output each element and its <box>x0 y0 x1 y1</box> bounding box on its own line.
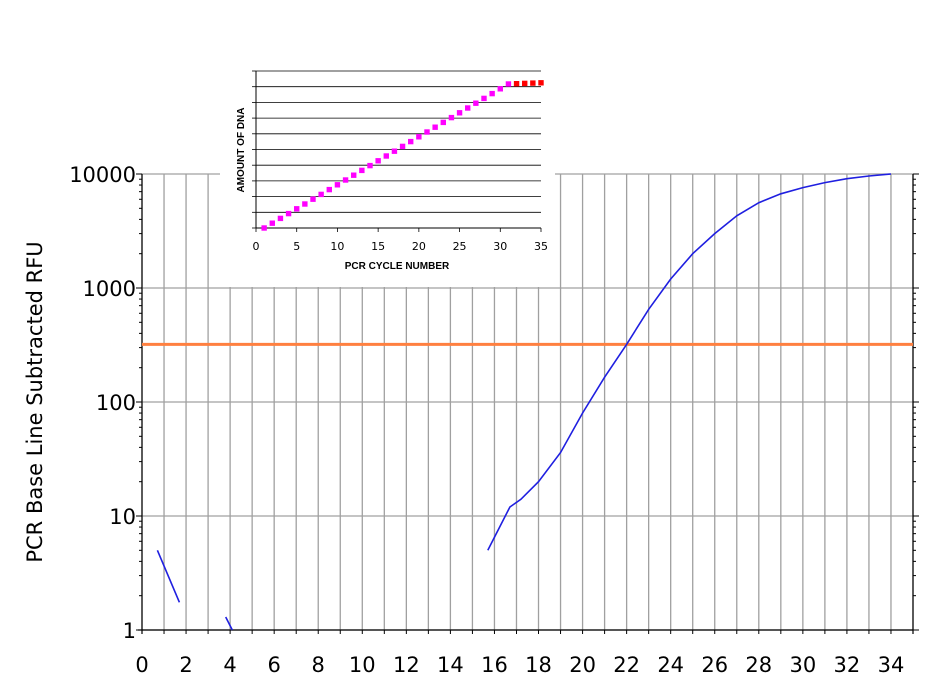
inset-data-point <box>530 80 536 86</box>
inset-data-point <box>359 167 365 174</box>
inset-data-point <box>310 196 316 202</box>
x-tick-label: 18 <box>525 653 552 677</box>
inset-data-point <box>416 134 422 140</box>
inset-data-point <box>285 210 292 217</box>
inset-x-tick-label: 0 <box>253 240 260 253</box>
inset-data-point <box>432 124 438 130</box>
amplification-curve-segment <box>156 549 181 603</box>
inset-data-point <box>440 119 446 126</box>
inset-data-point <box>391 148 398 154</box>
inset-data-point <box>383 153 389 159</box>
main-axes <box>136 173 919 634</box>
main-tick-labels: 0 2 4 6 8 10 12 14 16 18 20 22 24 26 28 30 32 34110100100… <box>69 163 904 677</box>
inset-data-point <box>318 191 324 198</box>
x-tick-label: 22 <box>613 653 640 677</box>
inset-data-point <box>522 80 528 87</box>
inset-tick-labels: 0 5 10 15 20 25 30 35 <box>253 240 549 253</box>
inset-data-point <box>489 90 495 97</box>
inset-data-point <box>334 182 341 188</box>
inset-data-point <box>351 172 357 178</box>
x-tick-label: 20 <box>569 653 596 677</box>
x-tick-label: 2 <box>179 653 192 677</box>
inset-data-point <box>375 158 381 164</box>
inset-data-point <box>367 162 373 169</box>
inset-points <box>261 80 544 231</box>
inset-x-tick-label: 10 <box>330 240 344 253</box>
x-tick-label: 14 <box>437 653 464 677</box>
inset-axes <box>252 70 542 232</box>
inset-data-point <box>408 138 414 145</box>
inset-data-point <box>473 100 479 106</box>
amplification-curve-segment <box>224 616 234 631</box>
x-tick-label: 10 <box>349 653 376 677</box>
inset-x-tick-label: 15 <box>371 240 385 253</box>
x-tick-label: 32 <box>834 653 861 677</box>
y-axis-label: PCR Base Line Subtracted RFU <box>23 241 47 562</box>
x-tick-label: 16 <box>481 653 508 677</box>
inset-data-point <box>277 215 284 222</box>
inset-data-point <box>326 186 332 193</box>
inset-x-tick-label: 5 <box>293 240 300 253</box>
inset-data-point <box>261 225 267 231</box>
x-tick-label: 12 <box>393 653 420 677</box>
x-tick-label: 4 <box>223 653 236 677</box>
x-tick-label: 34 <box>878 653 905 677</box>
inset-data-point <box>269 220 275 226</box>
inset-data-point <box>294 206 300 212</box>
inset-data-point <box>424 129 430 135</box>
inset-x-tick-label: 25 <box>453 240 467 253</box>
x-tick-label: 8 <box>312 653 325 677</box>
inset-data-point <box>342 177 349 183</box>
inset-data-point <box>505 81 512 87</box>
inset-data-point <box>538 80 544 86</box>
y-tick-label: 10 <box>109 505 136 529</box>
x-tick-label: 0 <box>135 653 148 677</box>
y-tick-label: 1000 <box>83 277 136 301</box>
x-tick-label: 28 <box>745 653 772 677</box>
x-tick-label: 26 <box>701 653 728 677</box>
inset-x-tick-label: 20 <box>412 240 426 253</box>
inset-data-point <box>302 201 308 207</box>
inset-data-point <box>465 105 471 111</box>
inset-data-point <box>497 86 503 92</box>
inset-background <box>220 62 555 287</box>
amplification-curve-segment <box>487 173 892 551</box>
inset-data-point <box>448 114 455 121</box>
x-tick-label: 24 <box>657 653 684 677</box>
x-tick-label: 6 <box>267 653 280 677</box>
x-tick-label: 30 <box>789 653 816 677</box>
inset-data-point <box>513 81 520 87</box>
inset-data-point <box>399 143 406 150</box>
y-tick-label: 1 <box>123 619 136 643</box>
inset-x-axis-label: PCR CYCLE NUMBER <box>345 261 450 272</box>
y-tick-label: 100 <box>96 391 136 415</box>
inset-data-point <box>456 110 463 116</box>
inset-x-tick-label: 30 <box>493 240 507 253</box>
inset-y-axis-label: AMOUNT OF DNA <box>236 108 247 193</box>
main-series <box>156 173 892 631</box>
y-tick-label: 10000 <box>69 163 136 187</box>
inset-data-point <box>481 95 487 102</box>
inset-x-tick-label: 35 <box>534 240 548 253</box>
